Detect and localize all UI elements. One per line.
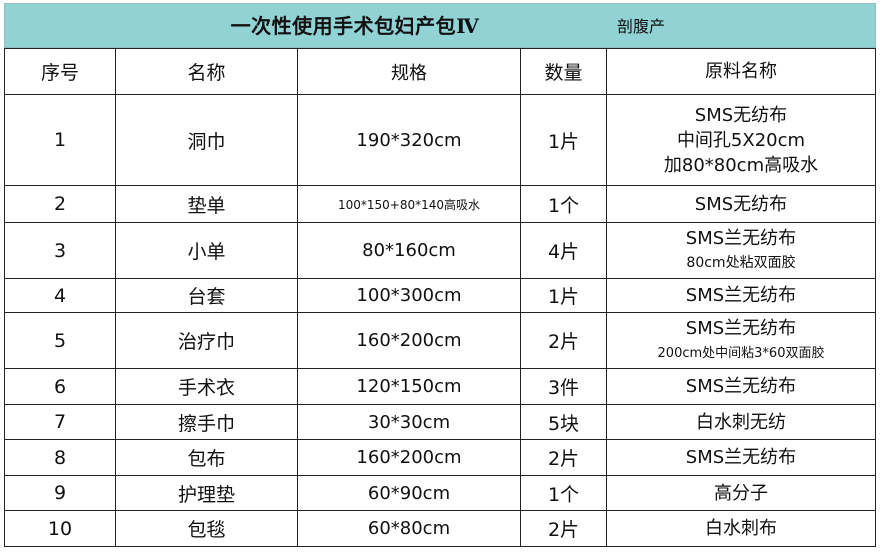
page-title: 一次性使用手术包妇产包Ⅳ bbox=[230, 14, 480, 38]
material-line: SMS无纺布 bbox=[694, 193, 788, 215]
item-name: 台套 bbox=[115, 278, 298, 313]
item-spec: 120*150cm bbox=[297, 368, 521, 405]
table-row: 2 垫单 100*150+80*140高吸水 1个 SMS无纺布 bbox=[4, 185, 876, 223]
row-index: 2 bbox=[4, 185, 116, 223]
item-spec: 80*160cm bbox=[297, 222, 521, 279]
item-qty: 1个 bbox=[520, 475, 607, 511]
header-spec: 规格 bbox=[297, 48, 521, 95]
material-line: 高分子 bbox=[714, 482, 768, 504]
item-spec: 30*30cm bbox=[297, 404, 521, 440]
item-spec: 190*320cm bbox=[297, 94, 521, 186]
material-line: SMS无纺布 bbox=[694, 104, 788, 126]
title-bar: 一次性使用手术包妇产包Ⅳ 剖腹产 bbox=[4, 3, 876, 48]
item-material: SMS无纺布 中间孔5X20cm 加80*80cm高吸水 bbox=[606, 94, 876, 186]
item-name: 手术衣 bbox=[115, 368, 298, 405]
row-index: 8 bbox=[4, 439, 116, 476]
item-material: 高分子 bbox=[606, 475, 876, 511]
item-material: SMS兰无纺布 bbox=[606, 278, 876, 313]
item-material: SMS兰无纺布 200cm处中间粘3*60双面胶 bbox=[606, 312, 876, 369]
material-line: SMS兰无纺布 bbox=[685, 317, 797, 339]
table-row: 10 包毯 60*80cm 2片 白水刺布 bbox=[4, 510, 876, 547]
item-spec: 160*200cm bbox=[297, 312, 521, 369]
row-index: 10 bbox=[4, 510, 116, 547]
row-index: 7 bbox=[4, 404, 116, 440]
item-material: SMS兰无纺布 bbox=[606, 368, 876, 405]
header-index: 序号 bbox=[4, 48, 116, 95]
item-name: 包毯 bbox=[115, 510, 298, 547]
table-row: 4 台套 100*300cm 1片 SMS兰无纺布 bbox=[4, 278, 876, 313]
items-table: 序号 名称 规格 数量 原料名称 1 洞巾 190*320cm 1片 SMS无纺布 中间孔… bbox=[4, 48, 876, 547]
material-line: SMS兰无纺布 bbox=[685, 285, 797, 306]
material-line: 200cm处中间粘3*60双面胶 bbox=[657, 345, 825, 361]
material-line: 80cm处粘双面胶 bbox=[686, 254, 796, 271]
page-subtitle: 剖腹产 bbox=[617, 17, 666, 36]
row-index: 4 bbox=[4, 278, 116, 313]
document-sheet: 一次性使用手术包妇产包Ⅳ 剖腹产 序号 名称 规格 数量 原料名称 1 洞巾 190… bbox=[4, 3, 876, 547]
table-row: 8 包布 160*200cm 2片 SMS兰无纺布 bbox=[4, 439, 876, 476]
table-row: 7 擦手巾 30*30cm 5块 白水刺无纺 bbox=[4, 404, 876, 440]
item-name: 小单 bbox=[115, 222, 298, 279]
row-index: 6 bbox=[4, 368, 116, 405]
item-name: 护理垫 bbox=[115, 475, 298, 511]
item-spec: 160*200cm bbox=[297, 439, 521, 476]
header-qty: 数量 bbox=[520, 48, 607, 95]
material-line: 白水刺无纺 bbox=[696, 411, 786, 433]
item-qty: 2片 bbox=[520, 510, 607, 547]
item-name: 擦手巾 bbox=[115, 404, 298, 440]
material-line: SMS兰无纺布 bbox=[685, 227, 797, 249]
material-line: 加80*80cm高吸水 bbox=[663, 154, 819, 176]
material-line: SMS兰无纺布 bbox=[685, 447, 797, 468]
item-qty: 3件 bbox=[520, 368, 607, 405]
table-row: 3 小单 80*160cm 4片 SMS兰无纺布 80cm处粘双面胶 bbox=[4, 222, 876, 279]
row-index: 5 bbox=[4, 312, 116, 369]
item-material: SMS兰无纺布 bbox=[606, 439, 876, 476]
item-material: 白水刺无纺 bbox=[606, 404, 876, 440]
item-name: 垫单 bbox=[115, 185, 298, 223]
table-row: 1 洞巾 190*320cm 1片 SMS无纺布 中间孔5X20cm 加80*80cm高吸水 bbox=[4, 94, 876, 186]
item-qty: 4片 bbox=[520, 222, 607, 279]
row-index: 9 bbox=[4, 475, 116, 511]
table-row: 6 手术衣 120*150cm 3件 SMS兰无纺布 bbox=[4, 368, 876, 405]
item-spec: 100*300cm bbox=[297, 278, 521, 313]
item-qty: 1个 bbox=[520, 185, 607, 223]
item-name: 包布 bbox=[115, 439, 298, 476]
item-qty: 2片 bbox=[520, 312, 607, 369]
item-material: SMS无纺布 bbox=[606, 185, 876, 223]
item-spec: 100*150+80*140高吸水 bbox=[297, 185, 521, 223]
row-index: 3 bbox=[4, 222, 116, 279]
item-material: SMS兰无纺布 80cm处粘双面胶 bbox=[606, 222, 876, 279]
material-line: 白水刺布 bbox=[705, 518, 777, 539]
item-qty: 1片 bbox=[520, 278, 607, 313]
item-material: 白水刺布 bbox=[606, 510, 876, 547]
material-line: 中间孔5X20cm bbox=[676, 129, 806, 151]
item-qty: 1片 bbox=[520, 94, 607, 186]
header-name: 名称 bbox=[115, 48, 298, 95]
header-material: 原料名称 bbox=[606, 48, 876, 95]
item-name: 洞巾 bbox=[115, 94, 298, 186]
table-row: 5 治疗巾 160*200cm 2片 SMS兰无纺布 200cm处中间粘3*60双面胶 bbox=[4, 312, 876, 369]
item-qty: 2片 bbox=[520, 439, 607, 476]
item-spec: 60*80cm bbox=[297, 510, 521, 547]
material-line: SMS兰无纺布 bbox=[685, 376, 797, 397]
header-row: 序号 名称 规格 数量 原料名称 bbox=[4, 48, 876, 95]
item-spec: 60*90cm bbox=[297, 475, 521, 511]
item-qty: 5块 bbox=[520, 404, 607, 440]
item-name: 治疗巾 bbox=[115, 312, 298, 369]
table-row: 9 护理垫 60*90cm 1个 高分子 bbox=[4, 475, 876, 511]
row-index: 1 bbox=[4, 94, 116, 186]
